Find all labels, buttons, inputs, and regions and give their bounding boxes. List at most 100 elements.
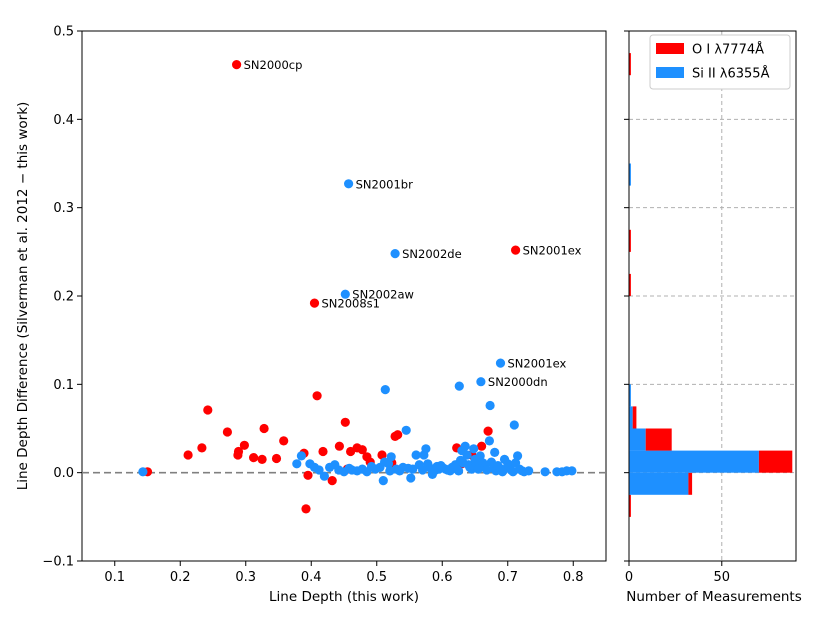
scatter-x-tick-label: 0.5 [366, 570, 387, 585]
scatter-x-tick-label: 0.1 [104, 570, 125, 585]
scatter-x-tick-label: 0.7 [497, 570, 518, 585]
scatter-x-tick-label: 0.8 [563, 570, 584, 585]
histogram-panel: 0 50 Number of Measurements O I λ7774Å Si… [624, 30, 802, 605]
scatter-x-tick-label: 0.3 [235, 570, 256, 585]
point-annotation: SN2002aw [352, 288, 414, 302]
histogram-bar-siii [629, 428, 646, 451]
histogram-x-tick-label: 0 [625, 570, 633, 585]
scatter-y-tick-label: −0.1 [42, 555, 74, 570]
point-annotation: SN2001br [356, 177, 413, 191]
siii-point [509, 420, 519, 430]
siii-point [385, 466, 395, 476]
siii-point [454, 466, 464, 476]
scatter-y-tick-label: 0.4 [53, 113, 74, 128]
histogram-bar-siii [629, 450, 759, 473]
siii-point [497, 467, 508, 477]
siii-point [411, 450, 421, 460]
siii-point [476, 377, 486, 387]
scatter-y-tick-label: 0.0 [53, 466, 74, 481]
oi-point [357, 445, 367, 455]
siii-point [340, 289, 350, 299]
oi-point [312, 391, 322, 401]
scatter-y-tick-label: 0.3 [53, 201, 74, 216]
histogram-bar-oi [758, 450, 793, 473]
legend-swatch-siii [656, 67, 684, 78]
legend-swatch-oi [656, 43, 684, 54]
oi-point [318, 446, 328, 457]
siii-point [567, 466, 577, 476]
oi-point [340, 417, 350, 427]
siii-point [462, 450, 472, 460]
siii-point [401, 425, 411, 435]
oi-point [197, 443, 207, 453]
siii-point [495, 358, 506, 368]
oi-point [510, 245, 521, 255]
siii-point [513, 451, 523, 461]
legend-box [649, 34, 791, 90]
point-annotation: SN2008s1 [322, 297, 380, 311]
siii-point [469, 444, 479, 454]
scatter-panel: 0.1 0.2 0.3 0.4 0.5 0.6 0.7 0.8 −0.10.00.10.20.… [15, 25, 607, 605]
oi-point [327, 476, 337, 486]
scatter-annotations: SN2000cp SN2001br SN2002de SN2001ex SN2002aw… [244, 58, 582, 389]
scatter-y-tick-label: 0.1 [53, 378, 74, 393]
histogram-x-axis-label: Number of Measurements [626, 589, 802, 605]
point-annotation: SN2000dn [488, 375, 548, 389]
oi-point [203, 405, 213, 415]
oi-point [309, 298, 320, 308]
siii-point [524, 466, 534, 476]
oi-point [279, 436, 289, 446]
siii-point [484, 436, 494, 446]
histogram-bar-oi [645, 428, 672, 451]
histogram-bars [629, 53, 793, 517]
siii-point [386, 452, 396, 462]
siii-point [418, 465, 428, 475]
siii-point [485, 400, 495, 411]
histogram-bar-oi [688, 472, 693, 495]
legend-label-siii: Si II λ6355Å [692, 66, 770, 82]
siii-point [383, 459, 394, 469]
oi-point [233, 446, 244, 457]
siii-point [319, 471, 329, 481]
legend: O I λ7774Å Si II λ6355Å [649, 34, 791, 90]
oi-point [271, 453, 282, 464]
histogram-bar-oi [629, 229, 631, 252]
oi-point [183, 450, 193, 460]
oi-point [477, 441, 487, 451]
oi-point [232, 60, 242, 70]
siii-point [296, 451, 306, 461]
siii-point [475, 451, 485, 461]
oi-point [393, 430, 403, 440]
siii-point [406, 473, 416, 483]
legend-label-oi: O I λ7774Å [692, 42, 764, 58]
scatter-x-tick-label: 0.4 [301, 570, 322, 585]
siii-point [292, 459, 302, 469]
point-annotation: SN2000cp [244, 58, 303, 72]
siii-point [540, 467, 550, 477]
scatter-points [138, 60, 577, 514]
histogram-bar-oi [632, 406, 637, 429]
histogram-bar-siii [629, 406, 633, 429]
histogram-x-ticks: 0 50 [625, 561, 730, 585]
siii-point [138, 467, 148, 477]
oi-point [222, 427, 232, 437]
oi-point [334, 441, 344, 451]
oi-point [249, 453, 259, 463]
siii-point [408, 464, 418, 474]
scatter-y-ticks: −0.1 0.0 0.1 0.2 0.3 0.4 0.5 [42, 25, 82, 570]
oi-point [239, 440, 249, 450]
oi-point [259, 423, 269, 434]
histogram-bar-oi [629, 53, 631, 76]
siii-point [454, 381, 464, 391]
oi-point [483, 426, 493, 436]
point-annotation: SN2001ex [523, 244, 582, 258]
scatter-y-tick-label: 0.2 [53, 290, 74, 305]
scatter-y-tick-label: 0.5 [53, 25, 74, 40]
histogram-y-ticks [624, 30, 629, 562]
siii-point [460, 441, 470, 451]
scatter-x-axis-label: Line Depth (this work) [269, 589, 419, 605]
oi-point [377, 450, 387, 460]
scatter-y-axis-label: Line Depth Difference (Silverman et al. … [15, 102, 31, 491]
siii-point [380, 385, 390, 395]
